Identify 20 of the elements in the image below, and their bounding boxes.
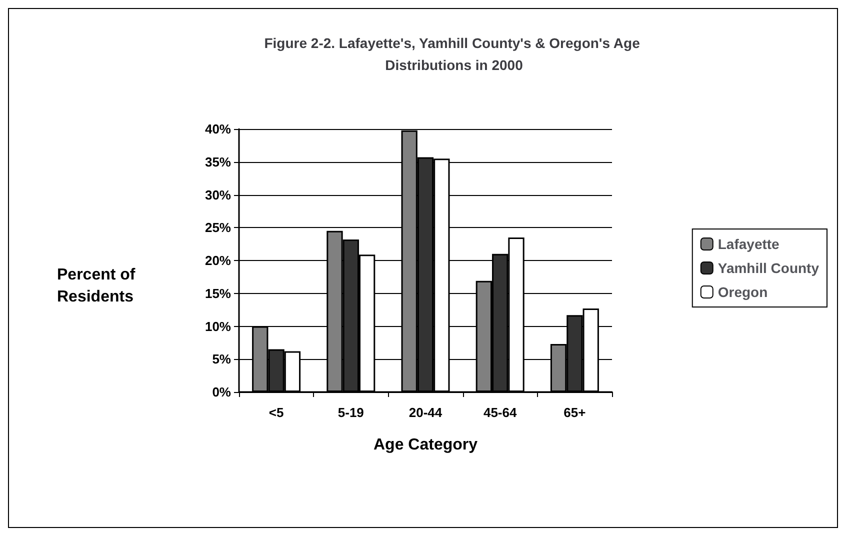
x-axis-title: Age Category [373,436,478,454]
y-tick-label: 0% [212,384,232,400]
y-tick-label: 25% [204,220,232,236]
y-tick-label: 10% [204,318,232,334]
y-tick-label: 20% [204,253,232,268]
y-tick-label: 15% [204,286,232,301]
y-axis-title: Percent of Residents [57,266,140,306]
x-tick-label: 5-19 [338,405,364,420]
chart-title: Figure 2-2. Lafayette's, Yamhill County's & Oregon's Age Distributions in 2000 [264,35,644,73]
legend-label: Yamhill County [718,260,820,276]
legend-label: Oregon [718,284,768,300]
x-tick-label: <5 [268,405,284,420]
y-tick-label: 35% [204,154,232,170]
x-tick-label: 45-64 [483,405,518,420]
x-tick-label: 20-44 [408,405,443,420]
y-tick-label: 30% [204,187,232,202]
y-tick-label: 40% [204,122,232,136]
y-tick-label: 5% [212,352,232,367]
legend-label: Lafayette [718,236,780,252]
x-tick-label: 65+ [564,405,586,420]
